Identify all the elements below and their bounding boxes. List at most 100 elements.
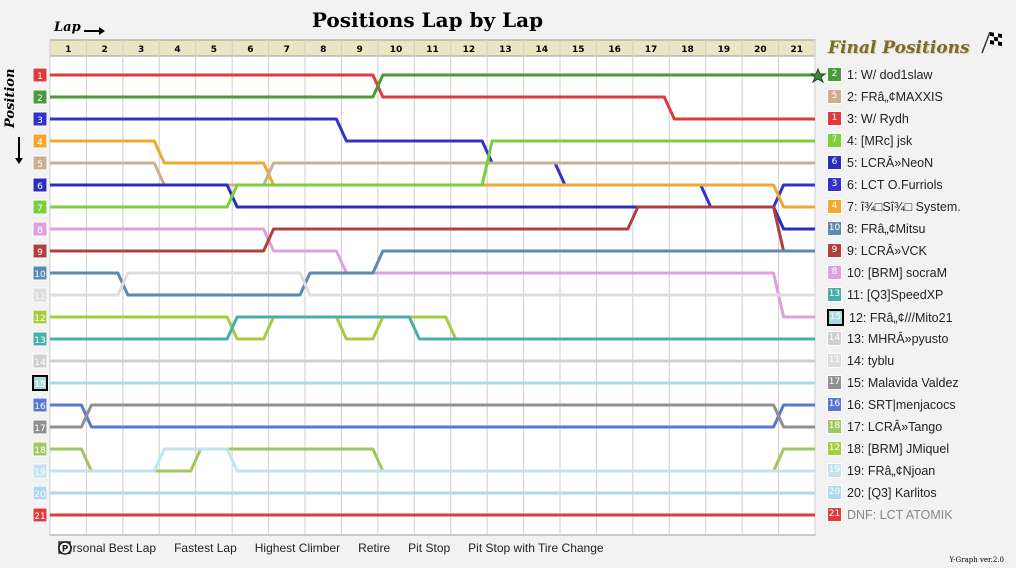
start-box-14 [32,353,48,369]
start-box-label: 21 [34,512,45,522]
start-box-17 [32,419,48,435]
series-line-9 [50,205,815,253]
start-box-12 [32,309,48,325]
lap-tick-label: 15 [572,45,585,55]
final-position-label: 9: LCRÂ»VCK [847,243,927,258]
start-box-16 [32,397,48,413]
plot-area [49,39,816,536]
series-line-10 [50,249,815,297]
chart-title: Positions Lap by Lap [311,8,544,32]
lap-tick-label: 21 [791,45,804,55]
pit-tire-icon: P [58,541,72,555]
start-box-6 [32,177,48,193]
start-box-label: 1 [37,72,43,82]
final-position-box: 13 [827,287,842,302]
start-box-label: 2 [37,94,43,104]
start-box-label: 5 [37,160,43,170]
final-position-label: 12: FRâ„¢///Mito21 [849,310,953,325]
final-position-label: 18: [BRM] JMiquel [847,441,950,456]
lap-tick-label: 18 [681,45,694,55]
lap-tick-label: 17 [645,45,658,55]
final-positions-title: Final Positions [828,38,970,58]
final-position-row: 15 12: FRâ„¢///Mito21 [827,309,953,326]
series-line-1 [50,73,815,121]
final-position-label: 4: [MRc] jsk [847,133,913,148]
start-box-8 [32,221,48,237]
legend-fastest: Fastest Lap [58,541,237,555]
start-box-label: 7 [37,204,43,214]
final-position-label: 14: tyblu [847,353,895,368]
final-position-label: 8: FRâ„¢Mitsu [847,221,926,236]
start-box-label: 18 [34,446,46,456]
lap-tick-label: 13 [499,45,512,55]
final-position-label: 15: Malavida Valdez [847,375,959,390]
start-box-label: 4 [37,138,43,148]
final-position-box: 6 [827,155,842,170]
start-box-label: 3 [37,116,43,126]
series-line-11 [50,271,815,297]
lap-tick-label: 7 [284,45,290,55]
final-position-row: 1 3: W/ Rydh [827,111,909,126]
series-line-2 [50,73,815,99]
start-box-19 [32,463,48,479]
lap-tick-label: 11 [426,45,439,55]
final-position-label: 6: LCT O.Furriols [847,177,943,192]
start-box-11 [32,287,48,303]
start-box-label: 16 [34,402,46,412]
final-position-row: 10 8: FRâ„¢Mitsu [827,221,926,236]
final-position-row: 5 2: FRâ„¢MAXXIS [827,89,943,104]
legend-retire: Retire [59,541,390,555]
final-position-row: 14 13: MHRÂ»pyusto [827,331,948,346]
final-position-label: 1: W/ dod1slaw [847,67,933,82]
final-position-row: 16 16: SRT|menjacocs [827,397,956,412]
final-position-row: 8 10: [BRM] socraM [827,265,947,280]
final-position-row: 2 1: W/ dod1slaw [827,67,932,82]
final-position-row: 7 4: [MRc] jsk [827,133,912,148]
start-box-label: 11 [34,292,45,302]
lap-tick-label: 1 [65,45,71,55]
start-box-21 [32,507,48,523]
start-box-10 [32,265,48,281]
lap-tick-label: 2 [102,45,108,55]
start-box-7 [32,199,48,215]
lap-tick-label: 9 [357,45,363,55]
lap-tick-label: 3 [138,45,144,55]
final-position-label: 11: [Q3]SpeedXP [847,287,944,302]
final-position-row: 13 11: [Q3]SpeedXP [827,287,943,302]
final-position-label: 3: W/ Rydh [847,111,909,126]
start-box-4 [32,133,48,149]
start-box-label: 17 [34,424,45,434]
series-line-17 [50,403,815,429]
final-position-row: 18 17: LCRÂ»Tango [827,419,942,434]
final-position-row: 17 15: Malavida Valdez [827,375,959,390]
final-position-label: 13: MHRÂ»pyusto [847,331,949,346]
series-line-7 [50,139,815,209]
start-box-9 [32,243,48,259]
credit: Y-Graph ver.2.0 [949,556,1004,564]
start-box-13 [32,331,48,347]
start-box-label: 20 [34,490,46,500]
final-position-label: 5: LCRÂ»NeoN [847,155,934,170]
final-position-row: 4 7: î¾□Sî¾□ System. [827,199,961,214]
fastest-lap-star-icon [809,67,827,84]
final-position-box: 10 [827,221,842,236]
final-position-box: 7 [827,133,842,148]
final-position-row: 12 18: [BRM] JMiquel [827,441,949,456]
svg-text:P: P [62,545,69,555]
final-position-box: 3 [827,177,842,192]
final-position-row: 19 19: FRâ„¢Njoan [827,463,935,478]
start-box-label: 8 [37,226,43,236]
series-line-13 [50,315,815,341]
final-position-box: 12 [827,441,842,456]
start-box-label: 9 [37,248,43,258]
start-box-label: 6 [37,182,43,192]
final-position-box: 2 [827,67,842,82]
final-position-label: 10: [BRM] socraM [847,265,948,280]
final-position-label: 20: [Q3] Karlitos [847,485,937,500]
final-position-box: 17 [827,375,842,390]
legend-highest-climber: Highest Climber [58,541,340,555]
start-box-label: 14 [34,358,46,368]
start-box-3 [32,111,48,127]
final-position-box: 4 [827,199,842,214]
